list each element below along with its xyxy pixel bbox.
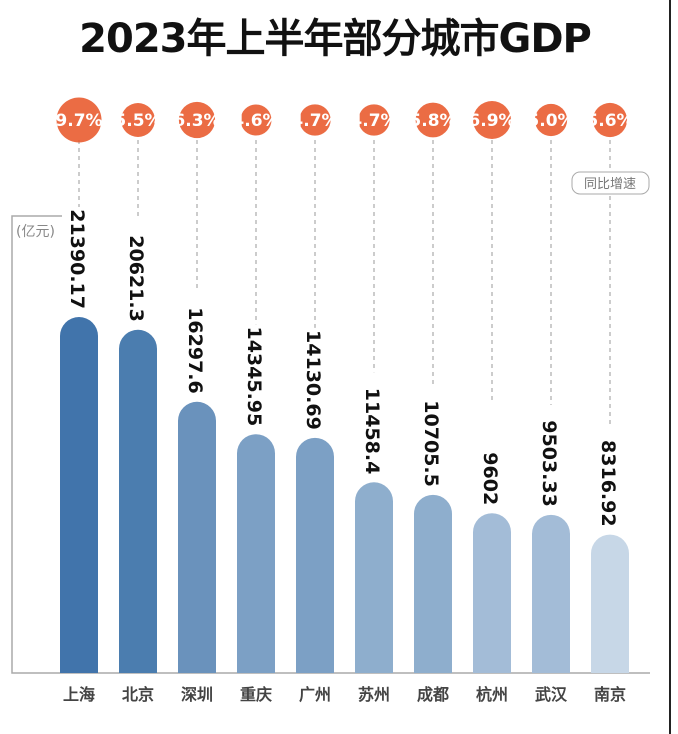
x-tick-label: 杭州 — [476, 685, 508, 704]
growth-label: 5.5% — [114, 111, 161, 131]
bar — [296, 437, 334, 673]
bar — [355, 482, 393, 673]
growth-label: 4.7% — [350, 111, 397, 131]
growth-bubble — [415, 102, 451, 138]
bar — [60, 317, 98, 673]
growth-bubble — [473, 101, 511, 139]
x-tick-label: 武汉 — [535, 685, 568, 704]
growth-label: 4.6% — [232, 111, 279, 131]
legend-pill — [571, 171, 650, 195]
legend-label: 同比增速 — [584, 177, 636, 192]
bar — [237, 434, 275, 673]
growth-bubble — [56, 97, 102, 143]
growth-bubble — [121, 103, 155, 137]
bar-value-label: 14130.69 — [302, 330, 324, 430]
frame-border — [669, 0, 671, 734]
bar-value-label: 9503.33 — [538, 420, 560, 507]
bar — [591, 534, 629, 673]
growth-label: 9.7% — [55, 111, 102, 131]
bar-value-label: 11458.4 — [361, 388, 383, 475]
growth-label: 6.3% — [173, 111, 220, 131]
bar-value-label: 20621.3 — [125, 235, 147, 322]
x-tick-label: 上海 — [63, 685, 95, 704]
y-axis-unit-label: (亿元) — [16, 224, 55, 240]
growth-label: 4.7% — [291, 111, 338, 131]
growth-label: 6.9% — [468, 111, 515, 131]
growth-bubble — [299, 104, 331, 136]
growth-bubble — [358, 104, 390, 136]
chart-title: 2023年上半年部分城市GDP — [79, 16, 592, 62]
growth-bubble — [534, 103, 568, 137]
growth-label: 5.0% — [527, 111, 574, 131]
bar-value-label: 14345.95 — [243, 326, 265, 426]
x-tick-label: 广州 — [299, 685, 331, 704]
bar-value-label: 16297.6 — [184, 307, 206, 394]
growth-bubble — [240, 104, 272, 136]
x-tick-label: 南京 — [594, 685, 626, 704]
x-tick-label: 成都 — [417, 685, 449, 704]
bar — [532, 514, 570, 673]
x-tick-label: 北京 — [122, 685, 154, 704]
growth-bubble — [178, 101, 216, 139]
bar — [473, 513, 511, 673]
growth-label: 5.8% — [409, 111, 456, 131]
growth-label: 5.6% — [586, 111, 633, 131]
bar — [178, 401, 216, 673]
bar — [414, 494, 452, 673]
bar-value-label: 8316.92 — [597, 440, 619, 527]
x-tick-label: 苏州 — [358, 685, 390, 704]
bar-value-label: 9602 — [479, 452, 501, 505]
growth-bubble — [592, 102, 628, 138]
bar-value-label: 21390.17 — [66, 209, 88, 309]
bar — [119, 329, 157, 673]
x-tick-label: 重庆 — [240, 685, 272, 704]
x-tick-label: 深圳 — [181, 685, 213, 704]
bar-value-label: 10705.5 — [420, 400, 442, 487]
